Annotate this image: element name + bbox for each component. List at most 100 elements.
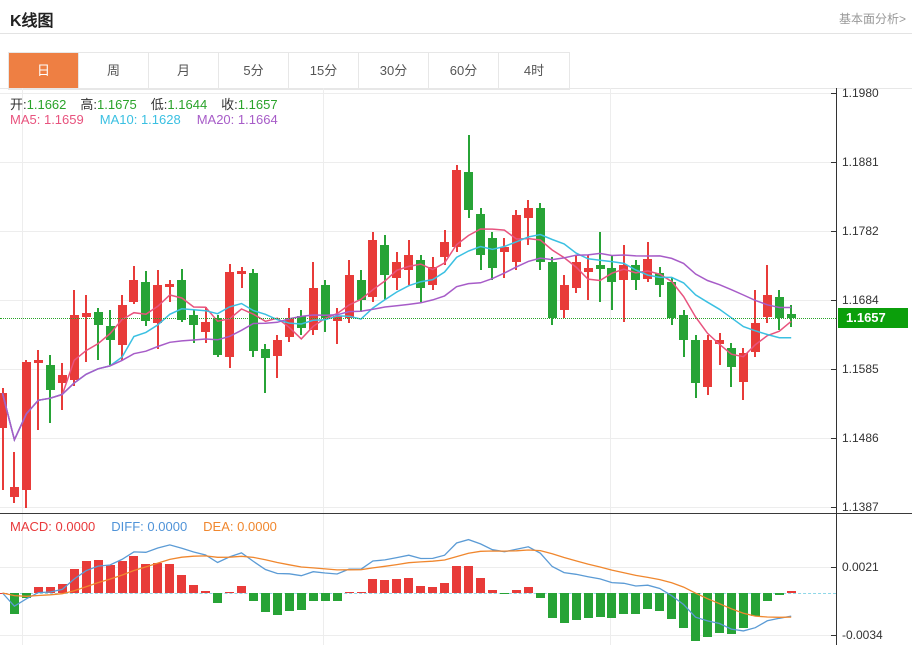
candle: [177, 280, 187, 321]
candle: [141, 281, 151, 321]
candle-wick: [527, 200, 530, 245]
candle: [679, 315, 689, 341]
candle: [476, 214, 485, 256]
candle: [786, 314, 796, 318]
macd-bar: [153, 562, 163, 593]
candle: [428, 267, 438, 285]
axis-tick: [831, 369, 836, 370]
dea-line: [2, 549, 792, 618]
macd-bar: [595, 593, 605, 617]
macd-bar: [141, 563, 151, 593]
macd-bar: [464, 565, 474, 593]
diff-value: DIFF: 0.0000: [111, 519, 188, 534]
candle: [655, 273, 665, 286]
candle: [499, 246, 509, 252]
candle: [464, 171, 474, 210]
close-value: 1.1657: [237, 97, 278, 112]
page-title: K线图: [10, 13, 54, 30]
macd-bar: [511, 589, 521, 593]
tab-4hour[interactable]: 4时: [499, 53, 569, 89]
macd-bar: [559, 593, 569, 624]
axis-tick: [831, 300, 836, 301]
macd-bar: [296, 593, 306, 611]
tab-60min[interactable]: 60分: [429, 53, 499, 89]
open-label: 开:: [10, 97, 27, 112]
axis-tick-label: 1.1387: [842, 500, 879, 514]
candle: [380, 244, 390, 275]
candle: [308, 288, 318, 330]
macd-bar: [237, 586, 246, 593]
axis-tick: [831, 635, 836, 636]
candle: [356, 280, 366, 300]
macd-bar: [440, 583, 450, 593]
candle: [237, 271, 246, 275]
candle-wick: [168, 279, 171, 302]
macd-bar: [523, 586, 533, 593]
macd-bar: [225, 592, 235, 594]
axis-tick-label: -0.0034: [842, 628, 883, 642]
macd-bar: [786, 591, 796, 593]
macd-lines: [2, 538, 792, 632]
macd-bar: [260, 593, 270, 613]
tab-30min[interactable]: 30分: [359, 53, 429, 89]
candle: [691, 340, 701, 383]
macd-zero-line: [0, 593, 836, 594]
close-label: 收:: [221, 97, 238, 112]
macd-bar: [703, 593, 713, 638]
macd-bar: [45, 587, 55, 593]
header-divider: [0, 33, 912, 34]
axis-tick-label: 1.1782: [842, 224, 879, 238]
candle-wick: [610, 255, 613, 311]
macd-bar: [189, 584, 199, 593]
macd-panel: MACD: 0.0000 DIFF: 0.0000 DEA: 0.0000: [0, 514, 836, 645]
candle: [213, 317, 223, 355]
y-axis: [836, 88, 837, 645]
candle-wick: [97, 307, 100, 360]
candle: [189, 315, 199, 325]
candle: [404, 255, 414, 270]
candle: [81, 313, 91, 318]
gridline: [22, 88, 23, 513]
candle: [260, 349, 270, 358]
low-value: 1.1644: [167, 97, 208, 112]
candle: [762, 294, 772, 318]
axis-tick: [831, 507, 836, 508]
candle-wick: [13, 452, 16, 503]
macd-bar: [535, 593, 545, 599]
candle-wick: [503, 237, 506, 279]
tab-15min[interactable]: 15分: [289, 53, 359, 89]
current-price-tag: 1.1657: [838, 308, 908, 328]
candle: [619, 265, 629, 281]
tab-day[interactable]: 日: [9, 53, 79, 89]
candle: [33, 359, 43, 364]
fundamental-analysis-link[interactable]: 基本面分析>: [838, 12, 906, 26]
axis-tick-label: 1.1881: [842, 155, 879, 169]
candle: [738, 352, 748, 383]
candle-wick: [61, 363, 64, 410]
axis-tick: [831, 231, 836, 232]
macd-bar: [344, 591, 354, 593]
macd-bar: [213, 593, 223, 604]
candle: [225, 271, 235, 357]
ma5-line: [1, 228, 792, 443]
gridline: [0, 369, 836, 370]
candle: [750, 322, 760, 353]
candle: [296, 315, 306, 329]
candle-wick: [336, 307, 339, 344]
tab-month[interactable]: 月: [149, 53, 219, 89]
candle: [201, 322, 211, 332]
low-label: 低:: [150, 97, 168, 112]
macd-bar: [571, 593, 581, 620]
tab-5min[interactable]: 5分: [219, 53, 289, 89]
candle: [320, 285, 330, 318]
candle: [416, 260, 426, 288]
macd-bar: [762, 593, 772, 601]
current-price-line: [0, 318, 836, 319]
period-tab-bar: 日 周 月 5分 15分 30分 60分 4时: [8, 52, 570, 90]
candle: [0, 393, 7, 428]
tab-week[interactable]: 周: [79, 53, 149, 89]
macd-bar: [332, 593, 342, 602]
gridline: [0, 162, 836, 163]
dea-value: DEA: 0.0000: [203, 519, 277, 534]
